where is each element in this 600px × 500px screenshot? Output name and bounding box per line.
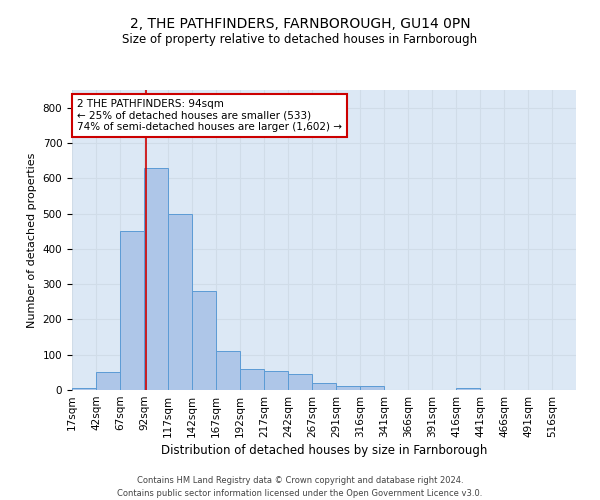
- Bar: [120, 231, 144, 390]
- Bar: [312, 383, 336, 390]
- Bar: [336, 386, 360, 390]
- X-axis label: Distribution of detached houses by size in Farnborough: Distribution of detached houses by size …: [161, 444, 487, 457]
- Text: Contains HM Land Registry data © Crown copyright and database right 2024.
Contai: Contains HM Land Registry data © Crown c…: [118, 476, 482, 498]
- Text: 2 THE PATHFINDERS: 94sqm
← 25% of detached houses are smaller (533)
74% of semi-: 2 THE PATHFINDERS: 94sqm ← 25% of detach…: [77, 99, 342, 132]
- Text: Size of property relative to detached houses in Farnborough: Size of property relative to detached ho…: [122, 32, 478, 46]
- Bar: [288, 374, 312, 390]
- Y-axis label: Number of detached properties: Number of detached properties: [27, 152, 37, 328]
- Bar: [456, 388, 480, 390]
- Bar: [216, 351, 240, 390]
- Bar: [264, 370, 288, 390]
- Bar: [360, 386, 384, 390]
- Bar: [144, 168, 168, 390]
- Bar: [72, 388, 96, 390]
- Bar: [96, 372, 120, 390]
- Bar: [240, 369, 264, 390]
- Text: 2, THE PATHFINDERS, FARNBOROUGH, GU14 0PN: 2, THE PATHFINDERS, FARNBOROUGH, GU14 0P…: [130, 18, 470, 32]
- Bar: [168, 214, 192, 390]
- Bar: [192, 291, 216, 390]
